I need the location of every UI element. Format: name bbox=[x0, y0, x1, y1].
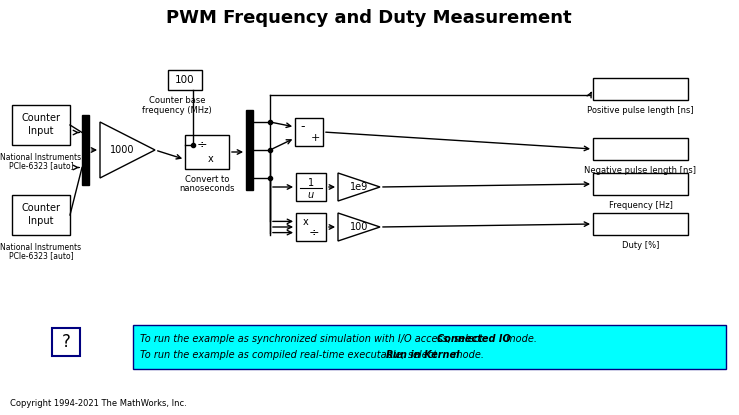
Text: 1000: 1000 bbox=[110, 145, 134, 155]
Bar bbox=[185, 135, 229, 169]
Text: Connected IO: Connected IO bbox=[437, 334, 511, 344]
Polygon shape bbox=[338, 173, 380, 201]
Text: 1: 1 bbox=[308, 178, 314, 188]
Text: To run the example as synchronized simulation with I/O access, select: To run the example as synchronized simul… bbox=[140, 334, 486, 344]
Text: -: - bbox=[301, 120, 305, 134]
Text: Frequency [Hz]: Frequency [Hz] bbox=[608, 200, 672, 210]
Text: PWM Frequency and Duty Measurement: PWM Frequency and Duty Measurement bbox=[166, 9, 572, 27]
Text: Convert to: Convert to bbox=[185, 174, 229, 183]
Text: Copyright 1994-2021 The MathWorks, Inc.: Copyright 1994-2021 The MathWorks, Inc. bbox=[10, 398, 187, 408]
Text: Negative pulse length [ns]: Negative pulse length [ns] bbox=[585, 166, 696, 174]
Text: Input: Input bbox=[28, 216, 54, 226]
Bar bbox=[593, 173, 688, 195]
Bar bbox=[82, 115, 89, 185]
Bar bbox=[12, 105, 70, 145]
Text: mode.: mode. bbox=[503, 334, 537, 344]
Text: National Instruments: National Instruments bbox=[1, 242, 81, 251]
Text: nanoseconds: nanoseconds bbox=[180, 183, 235, 193]
Text: Duty [%]: Duty [%] bbox=[621, 241, 659, 249]
Text: u: u bbox=[308, 190, 314, 200]
Polygon shape bbox=[100, 122, 155, 178]
Text: 100: 100 bbox=[350, 222, 368, 232]
Bar bbox=[295, 118, 323, 146]
Text: frequency (MHz): frequency (MHz) bbox=[142, 105, 212, 115]
Bar bbox=[12, 195, 70, 235]
Text: Run in Kernel: Run in Kernel bbox=[386, 350, 460, 360]
Text: ÷: ÷ bbox=[309, 227, 319, 239]
Text: Counter base: Counter base bbox=[149, 95, 205, 105]
Text: ?: ? bbox=[61, 333, 70, 351]
Text: 100: 100 bbox=[175, 75, 195, 85]
Text: mode.: mode. bbox=[450, 350, 484, 360]
Text: Input: Input bbox=[28, 126, 54, 136]
Polygon shape bbox=[338, 213, 380, 241]
Text: PCIe-6323 [auto]: PCIe-6323 [auto] bbox=[9, 251, 73, 261]
Text: National Instruments: National Instruments bbox=[1, 152, 81, 161]
Text: x: x bbox=[208, 154, 214, 164]
Text: Counter: Counter bbox=[21, 203, 61, 213]
Text: To run the example as compiled real-time executable, select: To run the example as compiled real-time… bbox=[140, 350, 440, 360]
Text: 1e9: 1e9 bbox=[350, 182, 368, 192]
Bar bbox=[296, 213, 326, 241]
Bar bbox=[168, 70, 202, 90]
Bar bbox=[593, 78, 688, 100]
Bar bbox=[593, 213, 688, 235]
Text: PCIe-6323 [auto]: PCIe-6323 [auto] bbox=[9, 161, 73, 171]
Bar bbox=[246, 110, 253, 190]
Bar bbox=[296, 173, 326, 201]
Bar bbox=[593, 138, 688, 160]
Text: x: x bbox=[303, 217, 309, 227]
Bar bbox=[52, 328, 80, 356]
Text: ÷: ÷ bbox=[197, 139, 208, 151]
Text: +: + bbox=[310, 133, 320, 143]
Text: Counter: Counter bbox=[21, 113, 61, 123]
Text: Positive pulse length [ns]: Positive pulse length [ns] bbox=[588, 105, 694, 115]
Bar bbox=[133, 325, 726, 369]
